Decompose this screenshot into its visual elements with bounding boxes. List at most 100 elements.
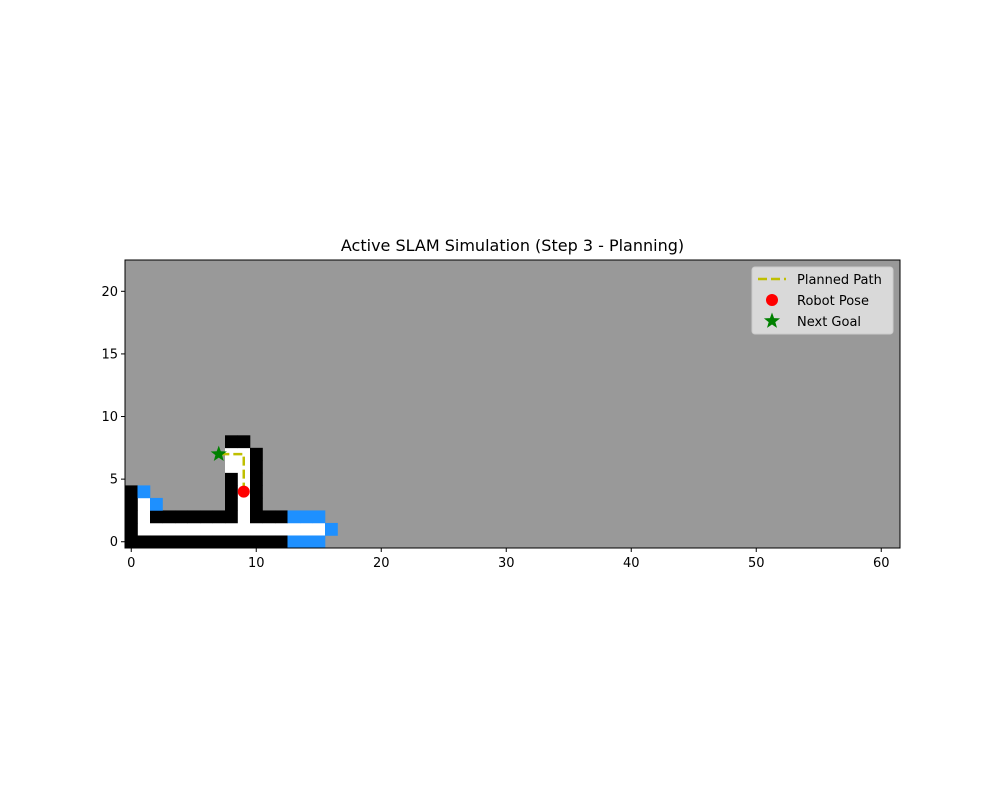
free-cell — [175, 522, 188, 536]
occupied-cell — [125, 510, 138, 524]
legend-robot-swatch — [766, 294, 778, 306]
occupied-cell — [150, 535, 163, 549]
y-tick-label: 0 — [110, 535, 118, 550]
free-cell — [300, 522, 313, 536]
free-cell — [312, 522, 326, 536]
occupied-cell — [125, 535, 138, 549]
free-cell — [137, 510, 151, 524]
occupied-cell — [250, 535, 263, 549]
frontier-cell — [287, 510, 301, 524]
plot-frame — [124, 259, 901, 549]
legend-label-path: Planned Path — [797, 273, 882, 288]
occupied-cell — [200, 510, 213, 524]
occupied-cell — [250, 472, 263, 486]
free-cell — [237, 497, 251, 511]
chart-title: Active SLAM Simulation (Step 3 - Plannin… — [341, 236, 684, 255]
y-tick-label: 10 — [101, 410, 118, 425]
x-tick-label: 30 — [498, 556, 515, 571]
occupied-cell — [175, 535, 188, 549]
free-cell — [200, 522, 213, 536]
y-tick-label: 15 — [101, 347, 118, 362]
occupied-cell — [200, 535, 213, 549]
marker-layer — [210, 445, 250, 498]
frontier-cell — [325, 522, 338, 536]
x-tick-label: 10 — [248, 556, 265, 571]
free-cell — [225, 460, 238, 474]
free-cell — [237, 447, 251, 461]
occupied-cell — [150, 510, 163, 524]
occupied-cell — [125, 522, 138, 536]
frontier-cell — [137, 485, 151, 499]
occupied-cell — [262, 510, 276, 524]
occupied-cell — [225, 497, 238, 511]
free-cell — [187, 522, 201, 536]
occupied-cell — [175, 510, 188, 524]
occupied-cell — [250, 510, 263, 524]
legend-goal-swatch — [763, 312, 781, 328]
free-cell — [250, 522, 263, 536]
occupied-cell — [237, 535, 251, 549]
free-cell — [262, 522, 276, 536]
occupied-cell — [250, 447, 263, 461]
planned-path-line — [218, 452, 245, 492]
frontier-cell — [300, 535, 313, 549]
occupied-cell — [187, 535, 201, 549]
occupied-cell — [187, 510, 201, 524]
x-tick-label: 40 — [623, 556, 640, 571]
y-tick-label: 20 — [101, 285, 118, 300]
free-cell — [237, 472, 251, 486]
occupied-cell — [225, 510, 238, 524]
x-tick-label: 50 — [748, 556, 765, 571]
frontier-cell — [312, 510, 326, 524]
y-tick-label: 5 — [110, 473, 118, 488]
occupied-cell — [262, 535, 276, 549]
legend-goal-star — [763, 312, 781, 328]
occupied-cell — [162, 510, 176, 524]
occupied-cell — [225, 535, 238, 549]
occupied-cell — [225, 472, 238, 486]
occupied-cell — [125, 485, 138, 499]
occupied-cell — [225, 435, 238, 449]
planned-path-layer — [218, 452, 245, 492]
free-cell — [275, 522, 288, 536]
free-cell — [287, 522, 301, 536]
occupied-cell — [225, 485, 238, 499]
frontier-cell — [300, 510, 313, 524]
occupancy-cells — [125, 435, 338, 549]
y-axis: 0 5 10 15 20 — [101, 285, 125, 550]
occupied-cell — [250, 497, 263, 511]
free-cell — [225, 522, 238, 536]
free-cell — [137, 522, 151, 536]
legend-box — [751, 266, 894, 335]
free-cell — [237, 510, 251, 524]
free-cell — [237, 522, 251, 536]
frontier-cell — [312, 535, 326, 549]
x-tick-label: 20 — [373, 556, 390, 571]
legend: Planned Path Robot Pose Next Goal — [751, 266, 894, 335]
free-cell — [137, 497, 151, 511]
legend-label-robot: Robot Pose — [797, 294, 869, 309]
legend-label-goal: Next Goal — [797, 315, 861, 330]
occupied-cell — [250, 485, 263, 499]
occupied-cell — [275, 535, 288, 549]
free-cell — [162, 522, 176, 536]
occupied-cell — [125, 497, 138, 511]
free-cell — [225, 447, 238, 461]
free-cell — [212, 522, 226, 536]
robot-pose-marker — [237, 485, 250, 498]
occupied-cell — [237, 435, 251, 449]
occupied-cell — [250, 460, 263, 474]
x-axis: 0 10 20 30 40 50 60 — [127, 548, 890, 571]
occupied-cell — [212, 510, 226, 524]
frontier-cell — [287, 535, 301, 549]
frontier-cell — [150, 497, 163, 511]
occupied-cell — [137, 535, 151, 549]
occupied-cell — [212, 535, 226, 549]
free-cell — [237, 460, 251, 474]
x-tick-label: 0 — [127, 556, 135, 571]
occupied-cell — [275, 510, 288, 524]
free-cell — [150, 522, 163, 536]
next-goal-marker — [210, 445, 227, 461]
x-tick-label: 60 — [873, 556, 890, 571]
